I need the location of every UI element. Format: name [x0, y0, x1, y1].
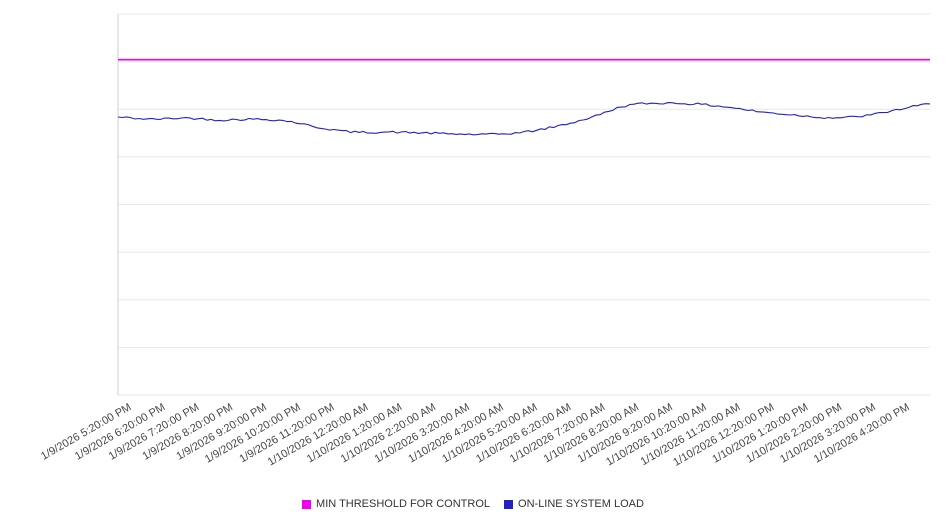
legend: MIN THRESHOLD FOR CONTROL ON-LINE SYSTEM… — [0, 498, 946, 510]
legend-label-min-threshold: MIN THRESHOLD FOR CONTROL — [316, 498, 491, 510]
gridlines — [118, 13, 930, 396]
legend-item-system-load[interactable]: ON-LINE SYSTEM LOAD — [504, 498, 644, 510]
load-line — [117, 102, 931, 136]
legend-swatch-system-load-icon — [504, 499, 514, 509]
x-axis-labels: 1/9/2026 5:20:00 PM1/9/2026 6:20:00 PM1/… — [39, 401, 912, 469]
legend-label-system-load: ON-LINE SYSTEM LOAD — [518, 498, 644, 510]
plot-svg: 1/9/2026 5:20:00 PM1/9/2026 6:20:00 PM1/… — [39, 13, 931, 469]
legend-item-min-threshold[interactable]: MIN THRESHOLD FOR CONTROL — [302, 498, 490, 510]
legend-swatch-min-threshold-icon — [302, 499, 312, 509]
